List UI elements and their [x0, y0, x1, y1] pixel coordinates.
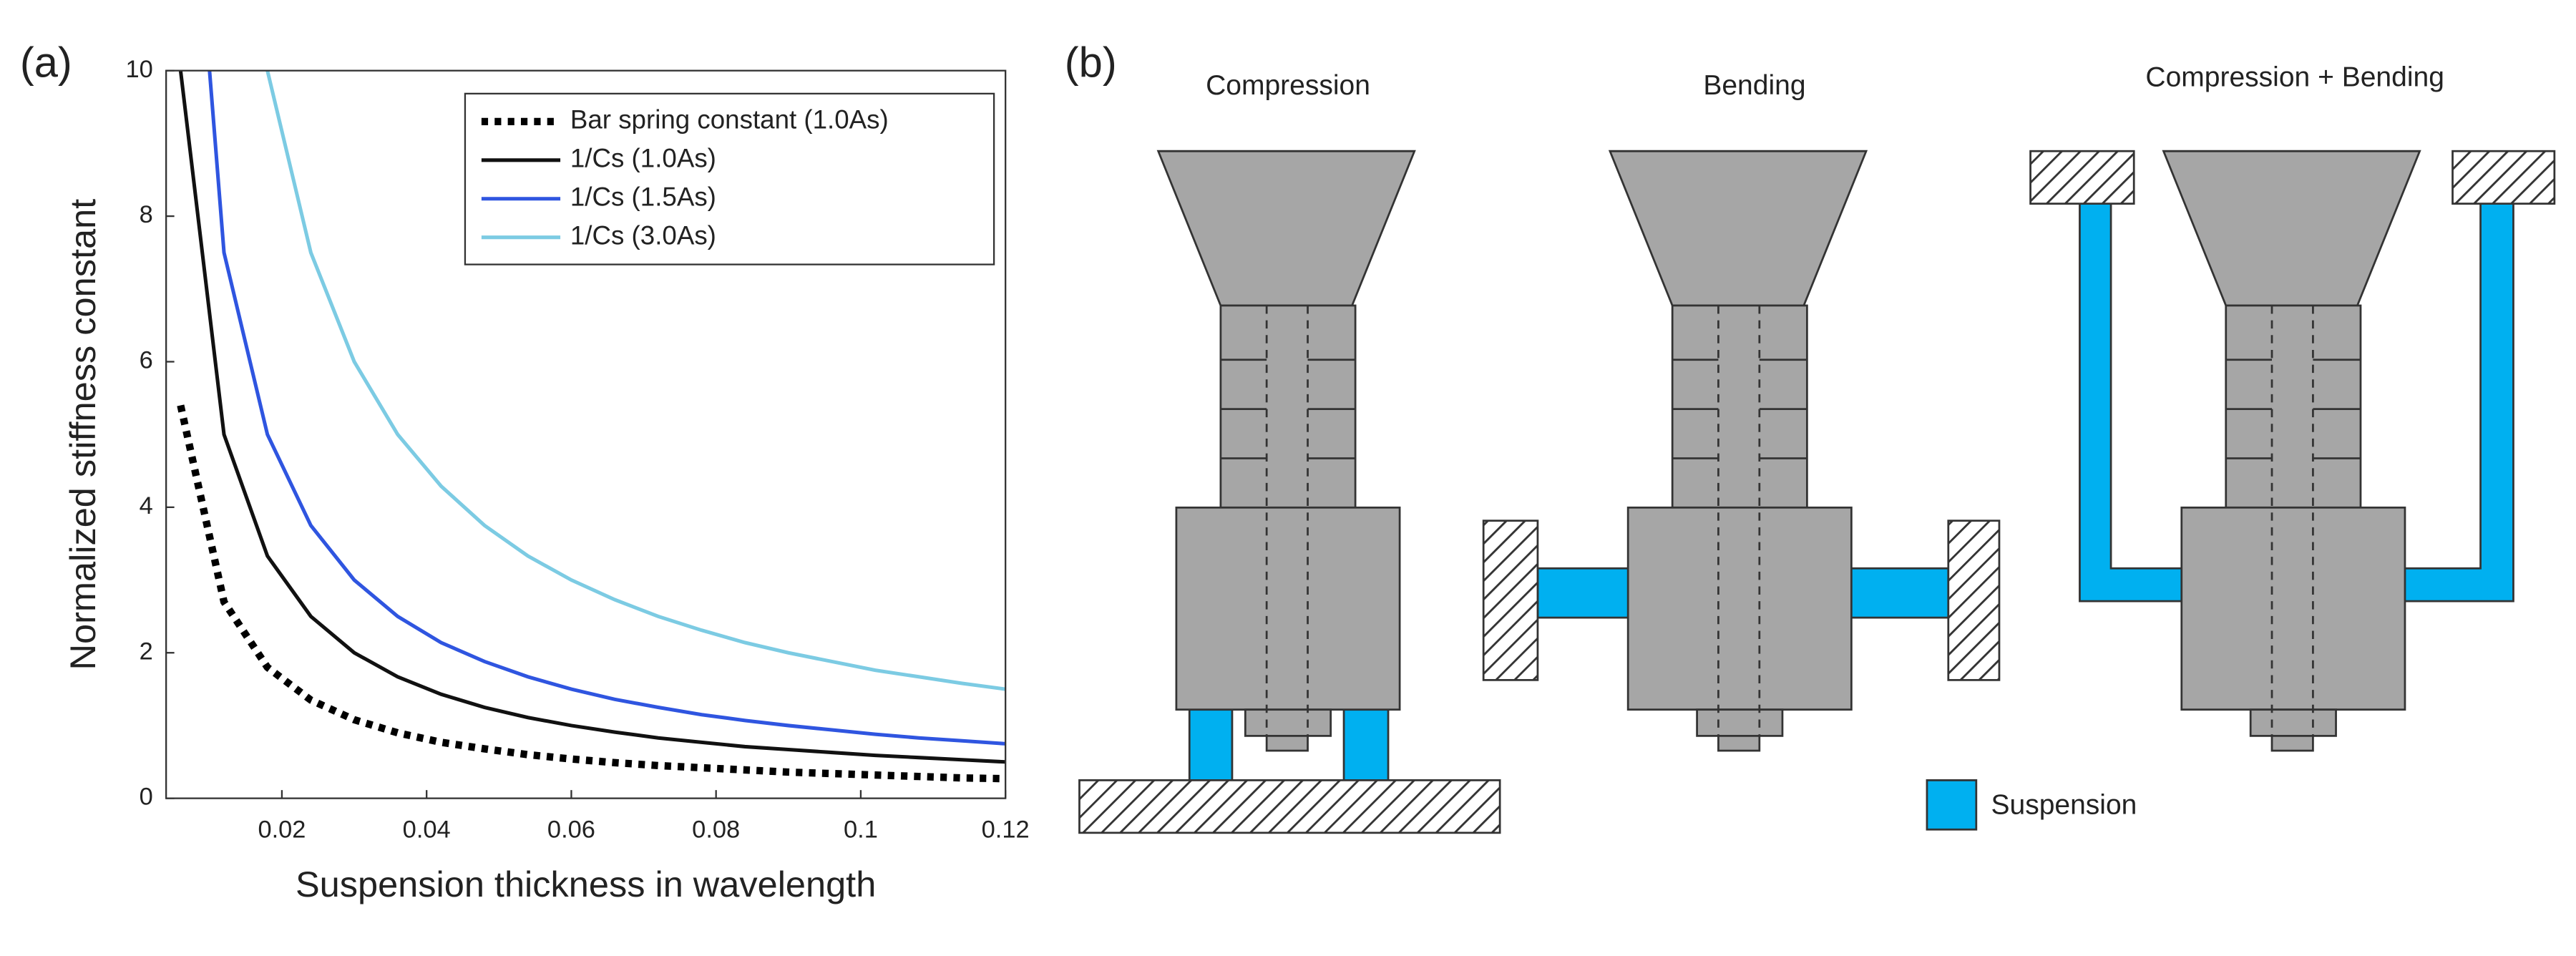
- legend-label: Bar spring constant (1.0As): [570, 105, 889, 135]
- legend-label: 1/Cs (1.0As): [570, 144, 716, 173]
- bending-diagram: [1482, 150, 2001, 752]
- combined-diagram: [2029, 150, 2556, 752]
- wall: [1482, 520, 1539, 681]
- anchor: [2451, 150, 2556, 205]
- actuator: [1609, 150, 1868, 752]
- suspension: [1536, 567, 1638, 619]
- y-tick-label: 10: [125, 56, 152, 83]
- y-tick-label: 6: [140, 347, 153, 374]
- series-line: [208, 70, 1006, 746]
- legend-label: 1/Cs (3.0As): [570, 220, 716, 250]
- series-line: [177, 404, 1006, 783]
- actuator: [2162, 150, 2421, 752]
- panel-label: (b): [1065, 39, 1117, 87]
- actuator: [1157, 150, 1416, 752]
- series-line: [178, 70, 1006, 764]
- x-tick-label: 0.06: [547, 816, 595, 844]
- suspension: [2079, 203, 2190, 603]
- y-tick-label: 8: [140, 201, 153, 228]
- legend-label: 1/Cs (1.5As): [570, 182, 716, 211]
- y-tick-label: 4: [140, 492, 153, 520]
- legend-swatch: [1926, 779, 1978, 831]
- compression-diagram: [1078, 150, 1501, 834]
- suspension: [1188, 708, 1234, 781]
- plot-frame: [165, 69, 1007, 799]
- anchor: [2029, 150, 2135, 205]
- panel-label: (a): [20, 39, 72, 87]
- diagram-title: Compression + Bending: [2145, 62, 2444, 92]
- x-tick-label: 0.12: [982, 816, 1030, 844]
- y-axis-label: Normalized stiffness constant: [62, 199, 103, 670]
- suspension: [1342, 708, 1390, 781]
- plot: 0 2 4 6 8 10 0.02 0.04 0.06 0.08 0.1 0.12 Suspension…: [62, 56, 1030, 904]
- ground: [1078, 779, 1501, 834]
- series-group: [177, 70, 1006, 783]
- y-tick-label: 0: [140, 784, 153, 811]
- x-tick-label: 0.1: [844, 816, 878, 844]
- y-tick-label: 2: [140, 638, 153, 665]
- diagram-title: Compression: [1206, 70, 1370, 101]
- x-axis-label: Suspension thickness in wavelength: [296, 864, 876, 904]
- x-tick-label: 0.04: [403, 816, 451, 844]
- wall: [1947, 520, 2001, 681]
- series-line: [265, 70, 1006, 691]
- diagram-title: Bending: [1703, 70, 1805, 101]
- suspension: [1843, 567, 1950, 619]
- x-tick-label: 0.08: [692, 816, 740, 844]
- legend-label: Suspension: [1991, 789, 2137, 820]
- x-tick-label: 0.02: [258, 816, 306, 844]
- suspension: [2397, 203, 2514, 603]
